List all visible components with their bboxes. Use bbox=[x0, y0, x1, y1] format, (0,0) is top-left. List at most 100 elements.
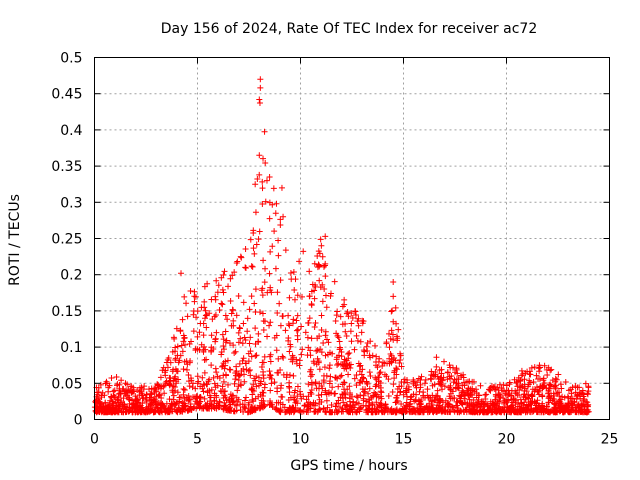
data-point bbox=[280, 354, 287, 361]
data-point bbox=[294, 332, 301, 339]
data-point bbox=[322, 352, 329, 359]
data-point bbox=[174, 389, 181, 396]
data-point bbox=[250, 398, 257, 405]
data-point bbox=[318, 326, 325, 333]
data-point bbox=[146, 386, 153, 393]
data-point bbox=[166, 382, 173, 389]
data-point bbox=[386, 330, 393, 337]
data-point bbox=[301, 402, 308, 409]
y-tick-label: 0.45 bbox=[51, 87, 82, 103]
data-point bbox=[366, 369, 373, 376]
data-point bbox=[317, 236, 324, 243]
data-point bbox=[322, 273, 329, 280]
data-point bbox=[559, 393, 566, 400]
data-point bbox=[436, 396, 443, 403]
data-point bbox=[349, 315, 356, 322]
data-point bbox=[94, 405, 101, 412]
data-point bbox=[298, 293, 305, 300]
data-point bbox=[199, 374, 206, 381]
data-point bbox=[147, 401, 154, 408]
data-point bbox=[554, 389, 561, 396]
data-point bbox=[241, 403, 248, 410]
data-point bbox=[303, 396, 310, 403]
data-point bbox=[287, 407, 294, 414]
data-point bbox=[249, 407, 256, 414]
data-point bbox=[567, 386, 574, 393]
data-point bbox=[472, 409, 479, 416]
data-point bbox=[525, 391, 532, 398]
data-point bbox=[556, 397, 563, 404]
data-point bbox=[164, 356, 171, 363]
data-point bbox=[215, 282, 222, 289]
data-point bbox=[173, 368, 180, 375]
data-point bbox=[385, 392, 392, 399]
data-point bbox=[446, 400, 453, 407]
data-point bbox=[249, 263, 256, 270]
data-point bbox=[454, 409, 461, 416]
data-point bbox=[320, 377, 327, 384]
data-point bbox=[276, 408, 283, 415]
data-point bbox=[151, 409, 158, 416]
data-point bbox=[321, 364, 328, 371]
data-point bbox=[393, 333, 400, 340]
data-point bbox=[221, 392, 228, 399]
data-point bbox=[220, 388, 227, 395]
data-point bbox=[235, 396, 242, 403]
data-point bbox=[337, 313, 344, 320]
data-point bbox=[441, 383, 448, 390]
data-point bbox=[283, 374, 290, 381]
data-point bbox=[552, 382, 559, 389]
data-point bbox=[536, 368, 543, 375]
data-point bbox=[576, 404, 583, 411]
data-point bbox=[446, 362, 453, 369]
data-point bbox=[278, 393, 285, 400]
data-point bbox=[539, 392, 546, 399]
data-point bbox=[211, 390, 218, 397]
data-point bbox=[527, 371, 534, 378]
data-point bbox=[422, 394, 429, 401]
data-point bbox=[147, 390, 154, 397]
data-point bbox=[228, 310, 235, 317]
data-point bbox=[293, 327, 300, 334]
data-point bbox=[487, 406, 494, 413]
data-point bbox=[530, 378, 537, 385]
data-point bbox=[322, 292, 329, 299]
data-point bbox=[334, 308, 341, 315]
data-point bbox=[518, 401, 525, 408]
data-point bbox=[252, 308, 259, 315]
data-point bbox=[184, 313, 191, 320]
data-point bbox=[271, 379, 278, 386]
data-point bbox=[126, 408, 133, 415]
data-point bbox=[169, 408, 176, 415]
data-point bbox=[204, 381, 211, 388]
data-point bbox=[318, 242, 325, 249]
data-point bbox=[509, 399, 516, 406]
data-point bbox=[332, 318, 339, 325]
data-point bbox=[494, 407, 501, 414]
data-point bbox=[269, 243, 276, 250]
data-point bbox=[369, 402, 376, 409]
data-point bbox=[481, 401, 488, 408]
data-point-outlier bbox=[390, 318, 397, 325]
data-point bbox=[99, 389, 106, 396]
data-point bbox=[98, 392, 105, 399]
data-point bbox=[254, 176, 261, 183]
data-point bbox=[336, 338, 343, 345]
data-point bbox=[577, 395, 584, 402]
data-point bbox=[294, 400, 301, 407]
data-point bbox=[277, 277, 284, 284]
data-point bbox=[259, 178, 266, 185]
data-point bbox=[175, 359, 182, 366]
data-point bbox=[337, 404, 344, 411]
data-point bbox=[218, 348, 225, 355]
data-point bbox=[329, 384, 336, 391]
data-point bbox=[171, 335, 178, 342]
data-point bbox=[350, 398, 357, 405]
data-point bbox=[193, 395, 200, 402]
data-point bbox=[308, 301, 315, 308]
data-point bbox=[477, 409, 484, 416]
data-point bbox=[357, 338, 364, 345]
data-point bbox=[181, 395, 188, 402]
data-point bbox=[312, 408, 319, 415]
data-point bbox=[242, 405, 249, 412]
